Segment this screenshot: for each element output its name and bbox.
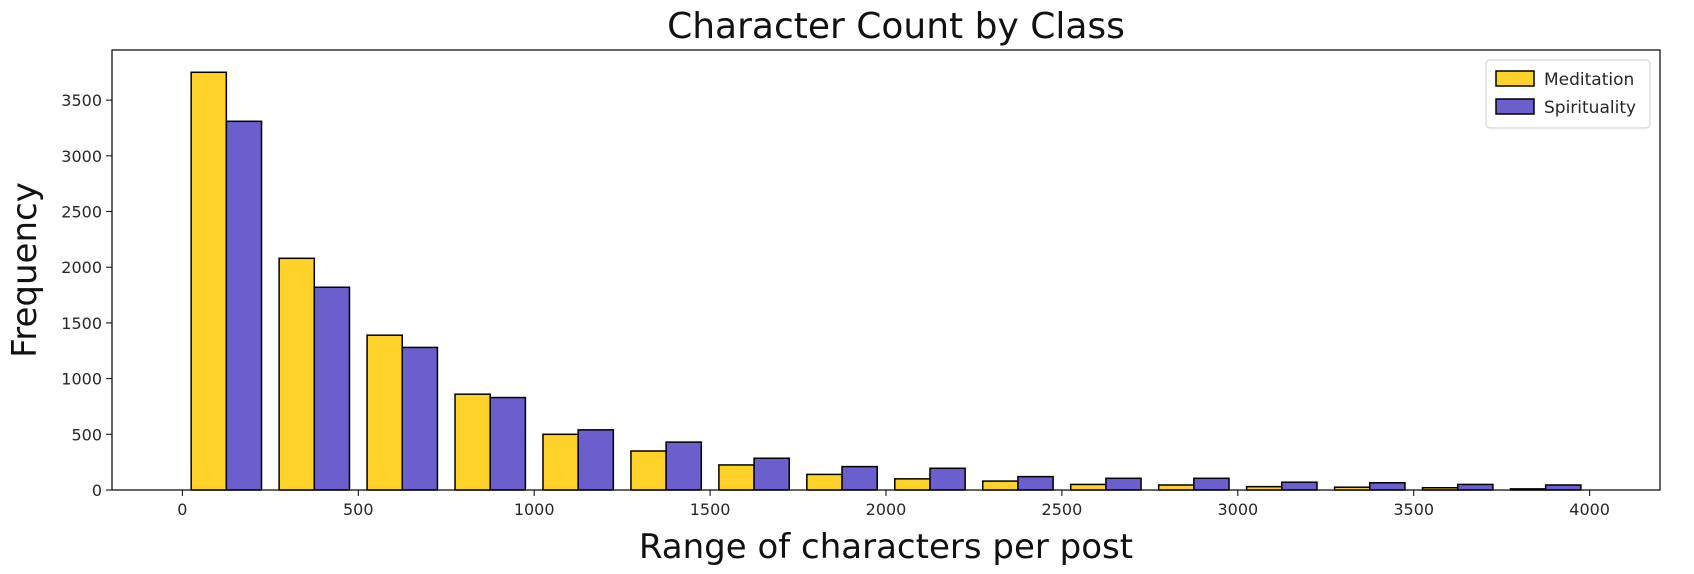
x-tick-label: 4000 (1569, 500, 1610, 519)
x-tick-label: 2000 (866, 500, 907, 519)
bar-spirituality-15 (1544, 484, 1582, 491)
x-tick-label: 1500 (690, 500, 731, 519)
y-tick-label: 3500 (61, 91, 102, 110)
chart-title: Character Count by Class (667, 6, 1125, 47)
bar-spirituality-3 (489, 396, 527, 491)
x-tick-label: 3500 (1393, 500, 1434, 519)
y-tick-label: 3000 (61, 147, 102, 166)
bar-meditation-8 (894, 478, 931, 491)
bar-spirituality-8 (929, 467, 966, 491)
x-tick-label: 500 (343, 500, 374, 519)
bar-meditation-9 (982, 480, 1019, 491)
x-tick-label: 0 (177, 500, 187, 519)
legend: Meditation Spirituality (1485, 59, 1651, 129)
bar-spirituality-7 (841, 465, 878, 491)
bar-meditation-7 (806, 473, 843, 491)
x-tick-label: 3000 (1217, 500, 1258, 519)
y-tick-label: 500 (71, 425, 102, 444)
bar-meditation-11 (1157, 484, 1195, 491)
y-tick-label: 0 (92, 481, 102, 500)
x-tick-label: 1000 (514, 500, 555, 519)
bar-meditation-6 (718, 464, 755, 491)
bar-spirituality-13 (1369, 482, 1406, 491)
x-axis-title: Range of characters per post (639, 527, 1133, 567)
bar-spirituality-4 (577, 429, 615, 491)
bar-meditation-4 (542, 433, 579, 491)
legend-label-meditation: Meditation (1544, 70, 1634, 90)
bar-spirituality-6 (753, 457, 790, 491)
bar-spirituality-12 (1281, 481, 1318, 491)
bar-meditation-10 (1069, 483, 1107, 491)
y-axis-title: Frequency (5, 182, 45, 358)
x-axis: 0 500 1000 1500 2000 2500 3000 3500 4000 (177, 490, 1610, 519)
bars-layer (190, 71, 1582, 491)
bar-spirituality-2 (401, 346, 439, 491)
bar-spirituality-1 (313, 286, 351, 491)
y-tick-label: 1000 (61, 370, 102, 389)
bar-spirituality-0 (225, 120, 263, 491)
y-tick-label: 2500 (61, 203, 102, 222)
bar-spirituality-10 (1105, 477, 1142, 491)
bar-meditation-5 (630, 450, 667, 491)
bar-spirituality-14 (1456, 483, 1494, 491)
legend-label-spirituality: Spirituality (1544, 98, 1636, 118)
legend-swatch-spirituality (1495, 98, 1535, 115)
bar-meditation-2 (366, 334, 403, 491)
y-axis: 0 500 1000 1500 2000 2500 3000 3500 (61, 91, 112, 500)
x-tick-label: 2500 (1042, 500, 1083, 519)
bar-spirituality-9 (1017, 475, 1054, 491)
bar-spirituality-5 (665, 441, 703, 491)
y-tick-label: 2000 (61, 258, 102, 277)
bar-meditation-1 (278, 257, 316, 491)
legend-swatch-meditation (1495, 70, 1535, 87)
bar-meditation-3 (454, 393, 491, 491)
bar-meditation-0 (190, 71, 228, 491)
y-tick-label: 1500 (61, 314, 102, 333)
bar-spirituality-11 (1193, 477, 1230, 491)
